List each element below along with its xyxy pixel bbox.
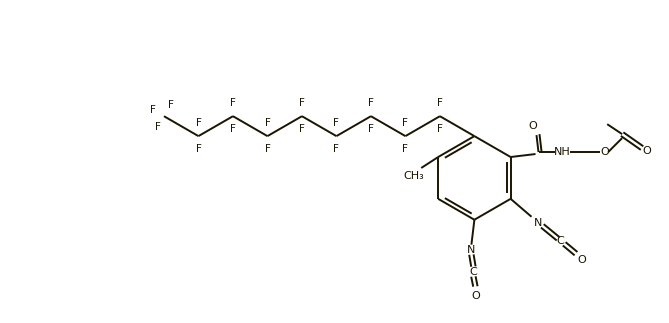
Text: CH₃: CH₃ (403, 171, 423, 181)
Text: C: C (557, 236, 564, 246)
Text: F: F (333, 118, 339, 128)
Text: F: F (333, 144, 339, 154)
Text: F: F (150, 105, 156, 115)
Text: F: F (368, 124, 374, 134)
Text: F: F (403, 118, 408, 128)
Text: F: F (155, 122, 161, 132)
Text: F: F (299, 98, 305, 108)
Text: O: O (643, 146, 652, 156)
Text: F: F (195, 144, 201, 154)
Text: O: O (601, 147, 609, 157)
Text: F: F (437, 98, 443, 108)
Text: N: N (467, 245, 476, 255)
Text: O: O (471, 291, 480, 301)
Text: C: C (470, 266, 477, 276)
Text: F: F (264, 144, 270, 154)
Text: O: O (528, 121, 537, 131)
Text: F: F (403, 144, 408, 154)
Text: NH: NH (554, 147, 571, 157)
Text: N: N (535, 218, 543, 228)
Text: F: F (368, 98, 374, 108)
Text: F: F (299, 124, 305, 134)
Text: F: F (264, 118, 270, 128)
Text: F: F (230, 98, 236, 108)
Text: F: F (167, 100, 173, 110)
Text: O: O (577, 255, 585, 265)
Text: F: F (195, 118, 201, 128)
Text: F: F (437, 124, 443, 134)
Text: F: F (230, 124, 236, 134)
